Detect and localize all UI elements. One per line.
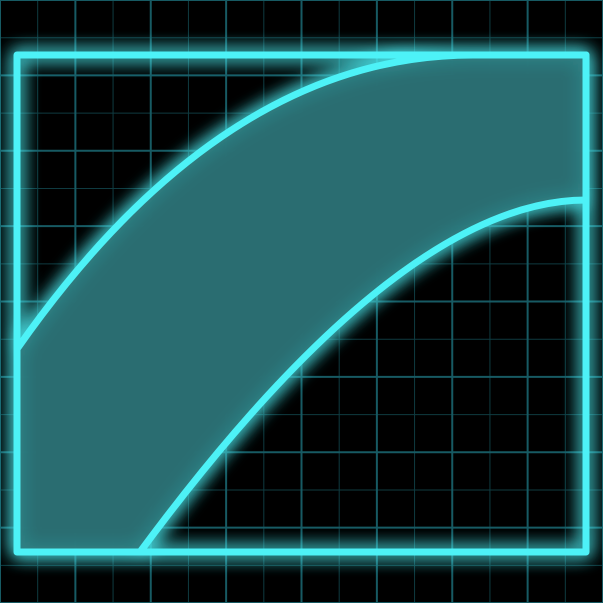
oscilloscope-display — [0, 0, 603, 603]
display-svg — [0, 0, 603, 603]
